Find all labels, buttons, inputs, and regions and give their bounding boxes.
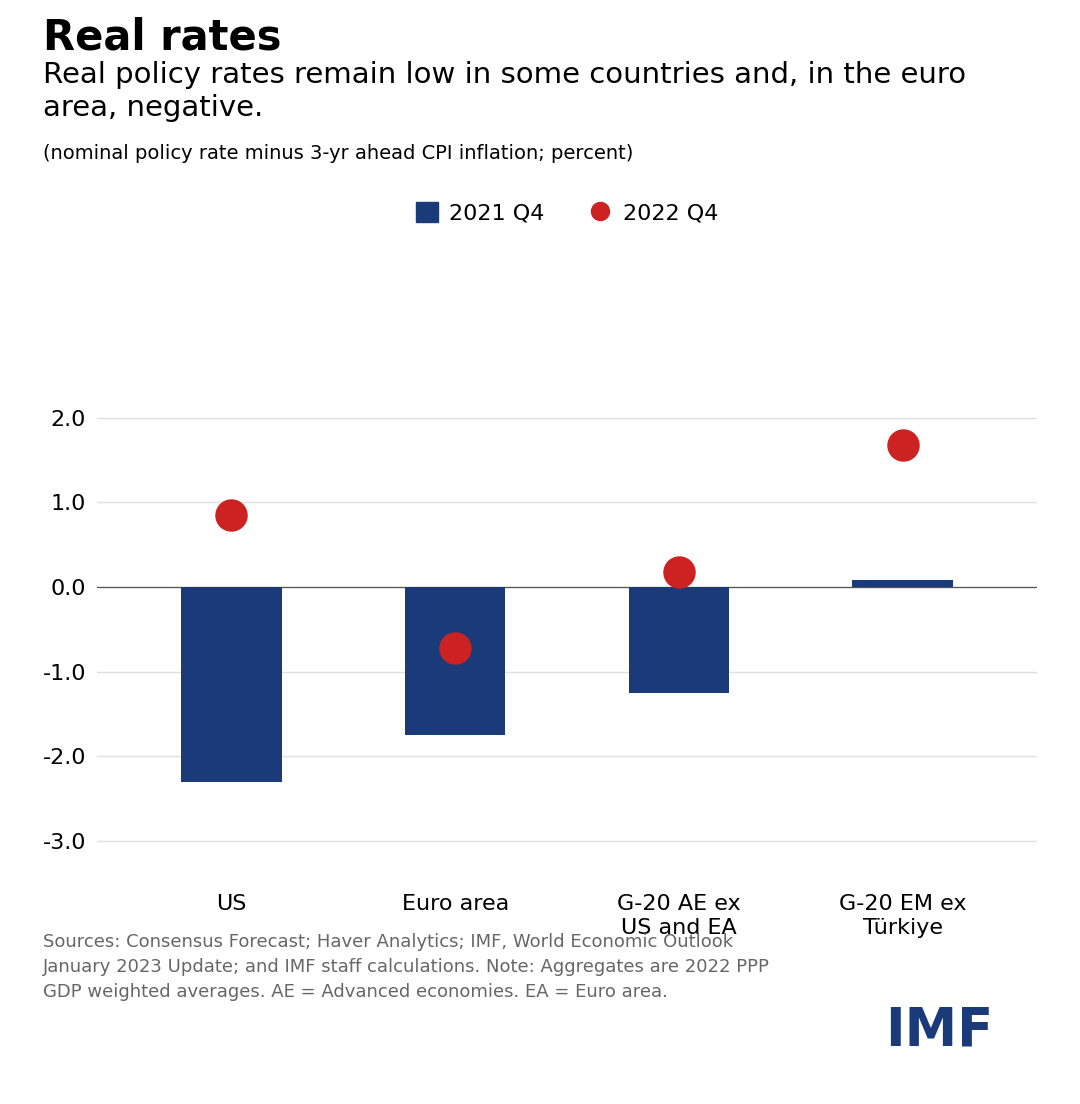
Text: (nominal policy rate minus 3-yr ahead CPI inflation; percent): (nominal policy rate minus 3-yr ahead CP… (43, 144, 634, 162)
Point (222, 506, 240, 524)
Bar (629, 587, 729, 693)
Bar (181, 587, 282, 782)
Text: Real policy rates remain low in some countries and, in the euro
area, negative.: Real policy rates remain low in some cou… (43, 61, 967, 123)
Bar (852, 581, 953, 587)
Point (894, 436, 912, 454)
Bar (405, 587, 505, 735)
Legend: 2021 Q4, 2022 Q4: 2021 Q4, 2022 Q4 (407, 193, 727, 233)
Point (671, 563, 688, 581)
Text: Sources: Consensus Forecast; Haver Analytics; IMF, World Economic Outlook
Januar: Sources: Consensus Forecast; Haver Analy… (43, 933, 770, 1001)
Point (446, 639, 463, 657)
Text: IMF: IMF (886, 1005, 994, 1057)
Text: Real rates: Real rates (43, 17, 282, 59)
